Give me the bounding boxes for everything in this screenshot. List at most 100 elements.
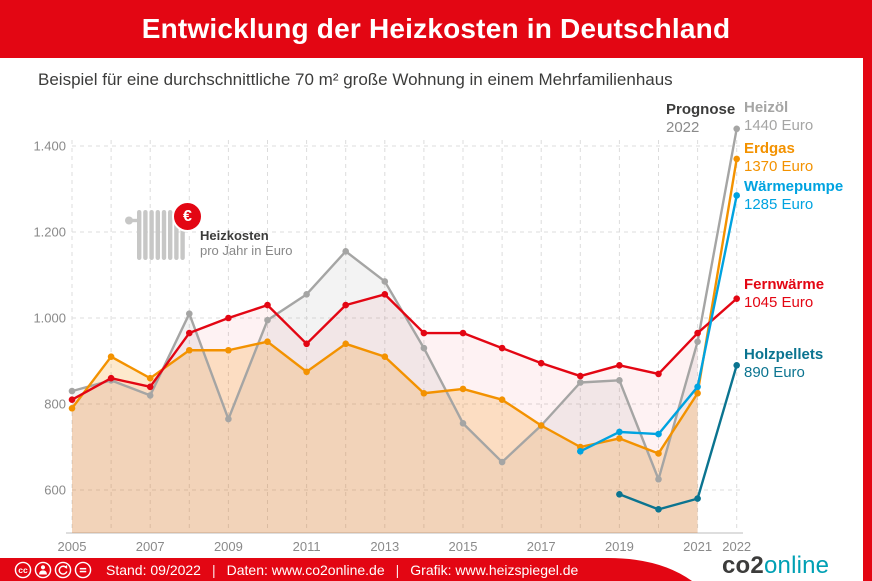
data-point-erdgas-2019 [616, 435, 623, 442]
euro-icon: € [172, 201, 203, 232]
data-point-heizoel-2021 [694, 338, 701, 345]
data-point-heizoel-2019 [616, 377, 623, 384]
data-point-erdgas-2022 [733, 155, 740, 163]
data-point-heizoel-2016 [498, 458, 506, 466]
data-point-fernwaerme-2014 [420, 329, 428, 337]
x-axis-tick: 2022 [722, 539, 751, 554]
series-area-fernwaerme [72, 294, 698, 533]
footer-stand: Stand: 09/2022 [106, 561, 201, 578]
data-point-waermepumpe-2022 [733, 192, 740, 199]
data-point-fernwaerme-2022 [733, 295, 740, 302]
share-alike-icon [54, 561, 72, 578]
series-line-fernwaerme [71, 293, 738, 401]
footer-data-source: Daten: www.co2online.de [226, 561, 385, 578]
data-point-heizoel-2013 [381, 278, 389, 285]
x-axis-tick: 2019 [605, 539, 634, 554]
data-point-erdgas-2005 [68, 405, 76, 412]
data-point-heizoel-2015 [459, 420, 467, 427]
logo-co2: co2 [722, 552, 764, 579]
data-point-holzpellets-2019 [616, 491, 623, 498]
data-point-fernwaerme-2015 [459, 329, 467, 337]
series-label-heizoel: Heizöl 1440 Euro [744, 99, 814, 134]
series-label-waermepumpe: Wärmepumpe 1285 Euro [744, 178, 844, 213]
forecast-label: Prognose [666, 101, 736, 118]
data-point-erdgas-2008 [186, 346, 193, 354]
series-label-erdgas: Erdgas 1370 Euro [744, 140, 814, 175]
y-axis-tick: 800 [44, 397, 66, 412]
data-point-erdgas-2009 [225, 346, 232, 354]
series-line-holzpellets [618, 364, 738, 511]
forecast-annotation: Prognose 2022 [666, 101, 735, 137]
svg-text:cc: cc [18, 565, 28, 575]
data-point-waermepumpe-2019 [616, 428, 623, 436]
data-point-heizoel-2007 [146, 392, 154, 399]
unit-title: Heizkosten [200, 228, 269, 243]
license-icons: cc [14, 561, 92, 579]
y-axis-tick: 1.000 [33, 311, 66, 326]
data-point-waermepumpe-2018 [577, 448, 584, 455]
data-point-fernwaerme-2006 [107, 374, 115, 382]
series-label-holzpellets: Holzpellets 890 Euro [744, 346, 824, 381]
y-axis-tick: 1.200 [33, 225, 66, 240]
data-point-erdgas-2014 [420, 389, 428, 397]
data-point-fernwaerme-2009 [225, 314, 232, 322]
data-point-fernwaerme-2012 [342, 301, 350, 309]
x-axis-tick: 2011 [293, 539, 321, 554]
data-point-erdgas-2020 [655, 450, 662, 457]
data-point-fernwaerme-2020 [655, 370, 662, 378]
data-point-fernwaerme-2011 [303, 340, 310, 348]
data-point-waermepumpe-2020 [655, 430, 662, 438]
x-axis-tick: 2009 [214, 539, 243, 554]
data-point-holzpellets-2020 [655, 506, 662, 513]
data-point-holzpellets-2021 [694, 495, 701, 502]
x-axis-tick: 2021 [683, 539, 712, 554]
data-point-holzpellets-2022 [733, 362, 740, 369]
header-bar: Entwicklung der Heizkosten in Deutschlan… [0, 0, 872, 58]
y-axis-tick: 1.400 [33, 139, 66, 154]
series-label-fernwaerme: Fernwärme 1045 Euro [744, 276, 825, 311]
data-point-fernwaerme-2008 [186, 329, 193, 337]
data-point-heizoel-2014 [420, 344, 428, 352]
data-point-heizoel-2009 [225, 415, 232, 423]
data-point-erdgas-2017 [537, 422, 545, 429]
co2online-logo: co2online [722, 552, 829, 580]
data-point-erdgas-2011 [303, 368, 310, 376]
data-point-erdgas-2012 [342, 340, 350, 348]
data-point-heizoel-2018 [577, 379, 584, 386]
logo-online: online [763, 552, 830, 579]
y-axis-tick: 600 [44, 483, 66, 498]
data-point-heizoel-2008 [186, 310, 193, 318]
footer-bar [0, 558, 692, 581]
data-point-fernwaerme-2021 [694, 329, 701, 337]
unit-annotation: Heizkosten pro Jahr in Euro [200, 228, 293, 258]
data-point-erdgas-2006 [107, 353, 115, 361]
attribution-icon [34, 561, 52, 578]
data-point-erdgas-2010 [264, 338, 271, 345]
data-point-heizoel-2020 [655, 475, 662, 483]
footer-graphic-source: Grafik: www.heizspiegel.de [410, 561, 579, 578]
chart-subtitle: Beispiel für eine durchschnittliche 70 m… [38, 70, 673, 89]
data-point-fernwaerme-2007 [146, 383, 154, 391]
data-point-fernwaerme-2018 [577, 372, 584, 380]
series-line-erdgas [71, 158, 738, 455]
data-point-heizoel-2011 [303, 291, 310, 298]
x-axis-tick: 2015 [449, 539, 478, 554]
data-point-waermepumpe-2021 [694, 383, 701, 391]
footer: cc Stand: 09/2022 | Daten: www.co2online… [14, 559, 578, 580]
data-point-fernwaerme-2016 [498, 344, 506, 352]
x-axis-tick: 2005 [58, 539, 87, 554]
data-point-erdgas-2007 [146, 374, 154, 382]
data-point-fernwaerme-2019 [616, 362, 623, 369]
series-area-heizoel [72, 251, 698, 533]
data-point-erdgas-2015 [459, 385, 467, 393]
data-point-fernwaerme-2010 [264, 301, 271, 309]
unit-subtitle: pro Jahr in Euro [200, 243, 293, 258]
x-axis-tick: 2007 [136, 539, 165, 554]
data-point-heizoel-2012 [342, 248, 350, 255]
data-point-erdgas-2013 [381, 353, 389, 361]
x-axis-tick: 2017 [527, 539, 556, 554]
no-derivatives-icon [74, 561, 92, 578]
page-title: Entwicklung der Heizkosten in Deutschlan… [141, 13, 731, 44]
